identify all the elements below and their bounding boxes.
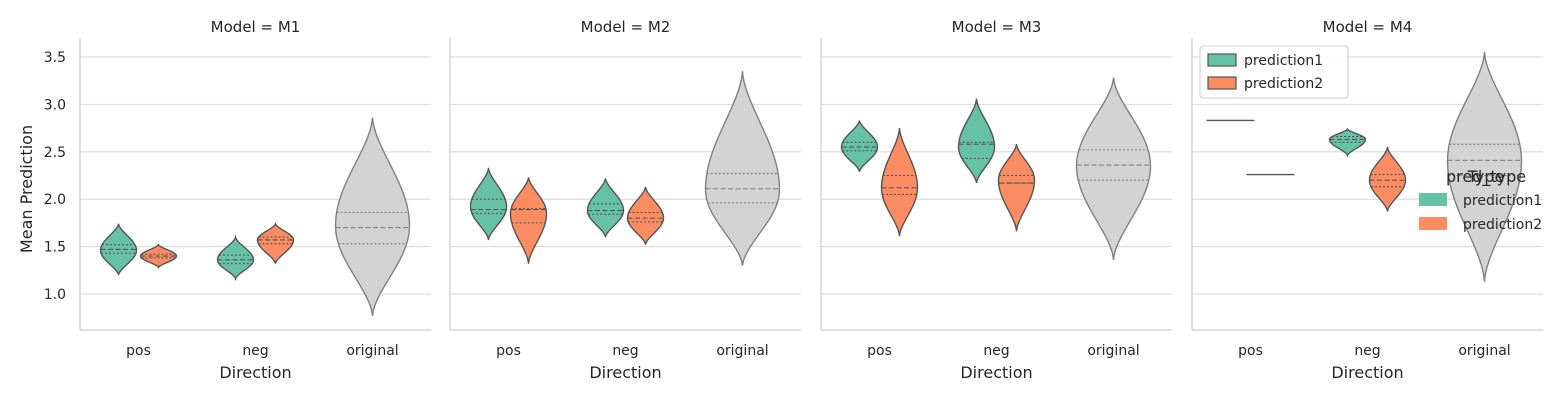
- facets-layer: Model = M1 1.0 1.5 2.0 2.5 3.0 3.5 Mean Predict…: [17, 18, 1543, 382]
- violin-body: [469, 167, 508, 241]
- violin-body: [216, 234, 255, 281]
- y-tick-label: 3.5: [44, 50, 66, 66]
- violin-body: [957, 98, 996, 184]
- violin-body: [1446, 52, 1523, 282]
- violin-m2-neg-prediction1: [586, 178, 625, 238]
- facet-title: Model = M1: [211, 18, 301, 36]
- violin-m3-pos-prediction2: [880, 127, 919, 237]
- legend-inside-frame: [1199, 45, 1349, 99]
- facet-title: Model = M3: [952, 18, 1042, 36]
- facet-title: Model = M2: [581, 18, 671, 36]
- violin-body: [509, 177, 548, 264]
- x-tick-label: pos: [867, 343, 892, 359]
- violin-m3-pos-prediction1: [840, 120, 879, 172]
- x-tick-label: original: [346, 343, 398, 359]
- legend-label: prediction2: [1244, 76, 1323, 92]
- violin-m1-pos-prediction1: [99, 223, 138, 276]
- x-tick-label: neg: [1354, 343, 1380, 359]
- violin-m4-original-original: [1446, 52, 1523, 282]
- facet-title-prefix: Model =: [952, 18, 1019, 36]
- violin-m4-neg-prediction1: [1328, 127, 1367, 158]
- violin-m2-pos-prediction1: [469, 167, 508, 241]
- violin-body: [997, 144, 1036, 232]
- x-axis-label: Direction: [219, 363, 291, 382]
- y-tick-label: 3.0: [44, 97, 66, 113]
- facet-m1: Model = M1 1.0 1.5 2.0 2.5 3.0 3.5 Mean Predict…: [17, 18, 431, 382]
- legend-label: prediction1: [1463, 193, 1542, 209]
- x-tick-label: neg: [242, 343, 268, 359]
- legend-title: Type: [1467, 167, 1505, 186]
- facet-title-value: M1: [278, 18, 301, 36]
- violin-m2-neg-prediction2: [626, 186, 665, 245]
- facet-title-value: M4: [1390, 18, 1413, 36]
- facet-title-value: M3: [1019, 18, 1042, 36]
- violin-m3-neg-prediction2: [997, 144, 1036, 232]
- y-tick-label: 2.5: [44, 145, 66, 161]
- legend-label: prediction2: [1463, 217, 1542, 233]
- x-axis-label: Direction: [960, 363, 1032, 382]
- legend-swatch: [1419, 193, 1447, 206]
- violin-m2-pos-prediction2: [509, 177, 548, 264]
- violin-m1-neg-prediction2: [256, 222, 295, 264]
- x-tick-label: original: [1458, 343, 1510, 359]
- violin-body: [626, 186, 665, 245]
- violin-body: [840, 120, 879, 172]
- x-tick-label: pos: [126, 343, 151, 359]
- facet-title: Model = M4: [1323, 18, 1413, 36]
- legend-label: prediction1: [1244, 53, 1323, 69]
- x-tick-label: pos: [496, 343, 521, 359]
- facet-title-prefix: Model =: [211, 18, 278, 36]
- y-tick-label: 2.0: [44, 192, 66, 208]
- violin-m1-pos-prediction2: [139, 243, 178, 269]
- x-axis-label: Direction: [589, 363, 661, 382]
- violin-m4-neg-prediction2: [1368, 146, 1407, 212]
- violin-m2-original-original: [704, 71, 781, 266]
- x-tick-label: neg: [983, 343, 1009, 359]
- violin-body: [1075, 77, 1152, 260]
- facet-m4: Model = M4 pos neg original Direction: [1191, 18, 1543, 382]
- facet-title-prefix: Model =: [1323, 18, 1390, 36]
- violin-body: [586, 178, 625, 238]
- x-tick-label: original: [716, 343, 768, 359]
- facet-m2: Model = M2 pos neg original Direction: [449, 18, 801, 382]
- violin-body: [1368, 146, 1407, 212]
- legend-swatch: [1419, 217, 1447, 230]
- legend-swatch: [1207, 76, 1237, 90]
- y-tick-label: 1.0: [44, 287, 66, 303]
- violin-body: [334, 117, 411, 316]
- facet-title-value: M2: [648, 18, 671, 36]
- violin-m1-neg-prediction1: [216, 234, 255, 281]
- violin-m1-original-original: [334, 117, 411, 316]
- violin-body: [880, 127, 919, 237]
- violin-m3-original-original: [1075, 77, 1152, 260]
- y-tick-label: 1.5: [44, 240, 66, 256]
- y-axis-label: Mean Prediction: [17, 125, 36, 253]
- x-axis-label: Direction: [1331, 363, 1403, 382]
- legend-inside: prediction1 prediction2: [1199, 45, 1349, 99]
- x-tick-label: pos: [1238, 343, 1263, 359]
- legend-title: pred_type: [1446, 167, 1526, 187]
- facet-title-prefix: Model =: [581, 18, 648, 36]
- legend-swatch: [1207, 53, 1237, 67]
- violin-m3-neg-prediction1: [957, 98, 996, 184]
- x-tick-label: original: [1087, 343, 1139, 359]
- violin-body: [704, 71, 781, 266]
- x-tick-label: neg: [612, 343, 638, 359]
